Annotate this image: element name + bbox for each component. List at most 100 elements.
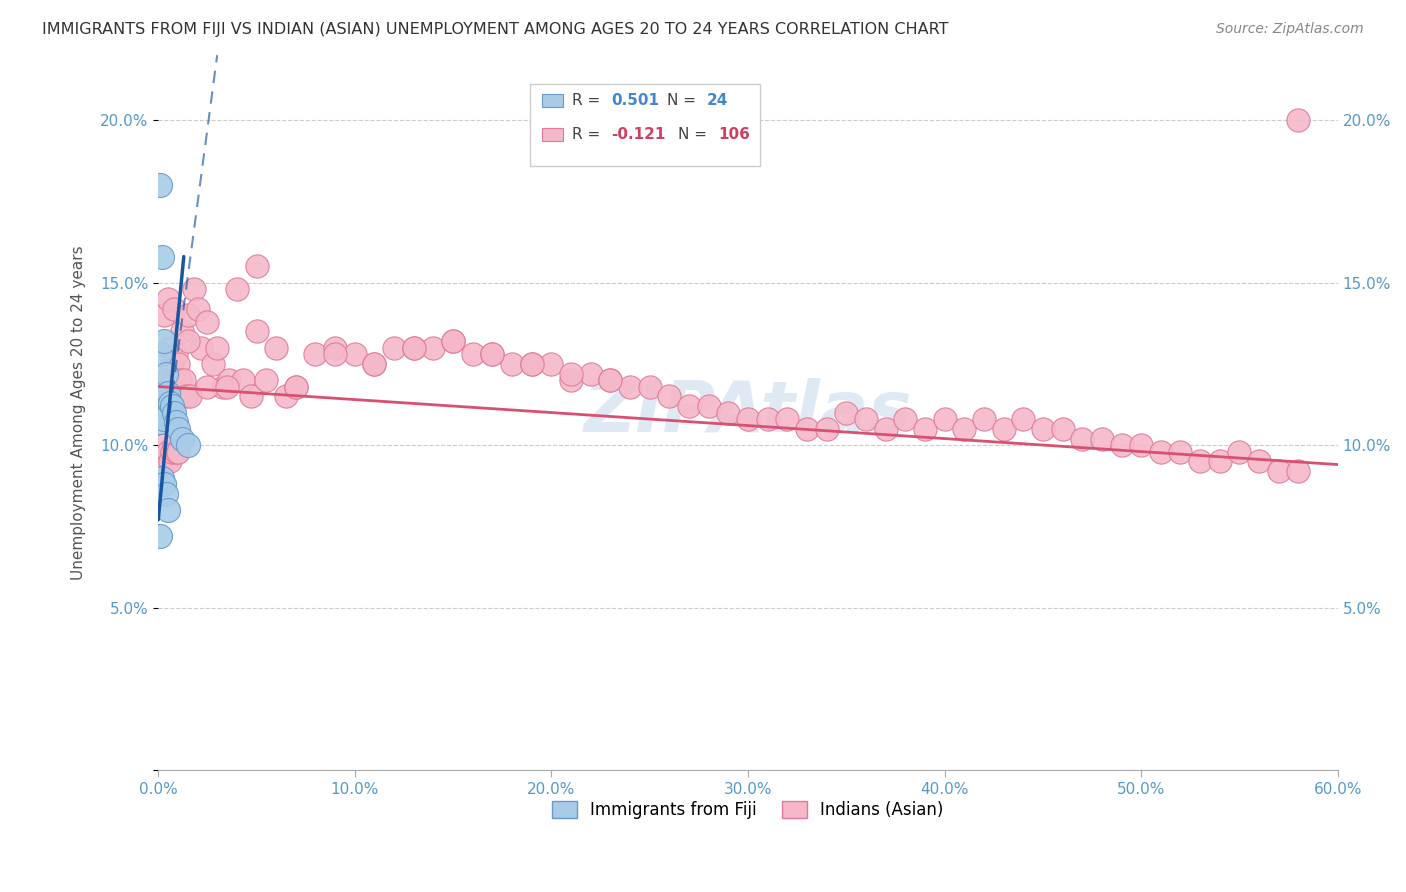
Point — [579, 367, 602, 381]
Point — [183, 282, 205, 296]
Point — [157, 386, 180, 401]
Point — [167, 444, 190, 458]
Text: R =: R = — [572, 93, 606, 108]
Point — [815, 422, 838, 436]
Point — [159, 454, 181, 468]
Point — [155, 367, 177, 381]
Point — [678, 399, 700, 413]
Text: -0.121: -0.121 — [612, 127, 665, 142]
Point — [1130, 438, 1153, 452]
Point — [149, 415, 172, 429]
Point — [174, 389, 197, 403]
Point — [1229, 444, 1251, 458]
Point — [855, 412, 877, 426]
Point — [150, 454, 173, 468]
Point — [202, 357, 225, 371]
Legend: Immigrants from Fiji, Indians (Asian): Immigrants from Fiji, Indians (Asian) — [546, 795, 950, 826]
Point — [205, 341, 228, 355]
Point — [254, 373, 277, 387]
Point — [540, 357, 562, 371]
Point — [776, 412, 799, 426]
Point — [422, 341, 444, 355]
Point — [323, 347, 346, 361]
Point — [149, 399, 172, 413]
Text: R =: R = — [572, 127, 606, 142]
Point — [382, 341, 405, 355]
Point — [1012, 412, 1035, 426]
Point — [170, 432, 193, 446]
Point — [363, 357, 385, 371]
Point — [212, 379, 235, 393]
Text: N =: N = — [679, 127, 713, 142]
Point — [756, 412, 779, 426]
Point — [239, 389, 262, 403]
Point — [215, 379, 238, 393]
Point — [163, 301, 186, 316]
Point — [232, 373, 254, 387]
Point — [599, 373, 621, 387]
Point — [149, 529, 172, 543]
Point — [150, 406, 173, 420]
Point — [170, 324, 193, 338]
Point — [167, 422, 190, 436]
Point — [520, 357, 543, 371]
Point — [179, 389, 201, 403]
Point — [402, 341, 425, 355]
Point — [520, 357, 543, 371]
Point — [875, 422, 897, 436]
Point — [149, 347, 172, 361]
Point — [155, 373, 177, 387]
Point — [167, 357, 190, 371]
Point — [157, 503, 180, 517]
Point — [993, 422, 1015, 436]
Point — [1052, 422, 1074, 436]
Point — [717, 406, 740, 420]
Point — [177, 308, 200, 322]
Text: IMMIGRANTS FROM FIJI VS INDIAN (ASIAN) UNEMPLOYMENT AMONG AGES 20 TO 24 YEARS CO: IMMIGRANTS FROM FIJI VS INDIAN (ASIAN) U… — [42, 22, 949, 37]
Y-axis label: Unemployment Among Ages 20 to 24 years: Unemployment Among Ages 20 to 24 years — [72, 245, 86, 580]
Point — [153, 389, 176, 403]
Text: Source: ZipAtlas.com: Source: ZipAtlas.com — [1216, 22, 1364, 37]
Point — [163, 438, 186, 452]
Point — [274, 389, 297, 403]
Point — [155, 454, 177, 468]
Point — [157, 292, 180, 306]
Point — [1209, 454, 1232, 468]
Point — [1268, 464, 1291, 478]
Point — [153, 334, 176, 348]
Point — [149, 406, 172, 420]
Point — [658, 389, 681, 403]
Point — [159, 341, 181, 355]
Text: 0.501: 0.501 — [612, 93, 659, 108]
Point — [835, 406, 858, 420]
FancyBboxPatch shape — [530, 84, 759, 166]
Point — [973, 412, 995, 426]
Point — [1249, 454, 1271, 468]
Point — [560, 367, 582, 381]
Point — [187, 301, 209, 316]
Point — [169, 373, 191, 387]
Point — [304, 347, 326, 361]
Point — [1288, 113, 1310, 128]
Point — [1170, 444, 1192, 458]
Point — [195, 315, 218, 329]
Point — [461, 347, 484, 361]
Point — [1150, 444, 1173, 458]
Point — [155, 487, 177, 501]
Point — [160, 399, 183, 413]
Point — [153, 308, 176, 322]
Point — [264, 341, 287, 355]
Point — [173, 373, 195, 387]
Point — [560, 373, 582, 387]
Point — [638, 379, 661, 393]
Point — [914, 422, 936, 436]
Point — [953, 422, 976, 436]
Point — [225, 282, 247, 296]
Point — [177, 438, 200, 452]
Point — [153, 412, 176, 426]
Point — [284, 379, 307, 393]
Point — [363, 357, 385, 371]
Point — [163, 406, 186, 420]
Point — [284, 379, 307, 393]
Point — [218, 373, 240, 387]
